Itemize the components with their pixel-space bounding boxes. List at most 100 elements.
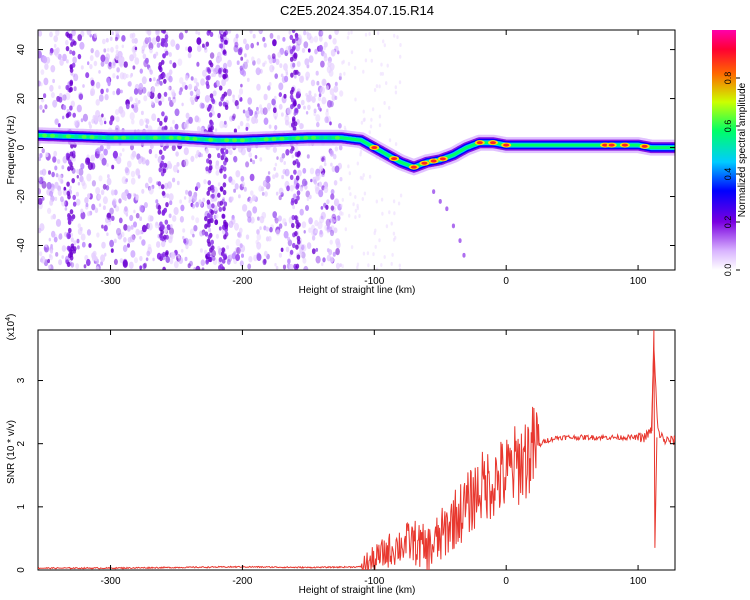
- noise-speckle: [193, 77, 198, 84]
- noise-streak: [222, 73, 226, 79]
- noise-speckle: [314, 93, 317, 98]
- spectrogram-frame: [37, 29, 676, 271]
- noise-speckle: [76, 174, 80, 179]
- noise-speckle: [126, 225, 131, 232]
- noise-speckle: [341, 264, 344, 269]
- noise-speckle: [129, 96, 133, 102]
- noise-speckle: [254, 112, 258, 119]
- noise-speckle: [362, 251, 366, 256]
- noise-speckle: [231, 115, 236, 121]
- noise-speckle: [131, 150, 137, 158]
- ridge-peak: [371, 146, 378, 150]
- noise-speckle: [262, 36, 266, 42]
- noise-speckle: [343, 71, 346, 76]
- x-tick-label: -300: [101, 276, 121, 287]
- noise-speckle: [274, 116, 277, 120]
- noise-speckle: [50, 65, 56, 73]
- noise-speckle: [316, 121, 320, 128]
- noise-speckle: [334, 165, 340, 173]
- noise-speckle: [321, 262, 324, 267]
- noise-speckle: [230, 217, 236, 225]
- noise-speckle: [111, 215, 115, 221]
- noise-streak: [206, 190, 210, 196]
- noise-speckle: [231, 179, 236, 185]
- noise-speckle: [147, 36, 152, 43]
- noise-speckle: [212, 90, 217, 97]
- noise-streak: [223, 160, 227, 166]
- noise-speckle: [38, 50, 42, 59]
- noise-speckle: [113, 258, 118, 265]
- noise-speckle: [341, 60, 344, 65]
- noise-speckle: [378, 84, 381, 89]
- noise-speckle: [140, 110, 144, 116]
- noise-speckle: [99, 119, 104, 126]
- noise-speckle: [307, 104, 311, 111]
- noise-speckle: [122, 148, 125, 152]
- noise-speckle: [51, 230, 56, 238]
- noise-speckle: [130, 224, 134, 230]
- noise-streak: [164, 219, 169, 225]
- noise-speckle: [274, 125, 278, 130]
- noise-speckle: [169, 233, 174, 240]
- noise-speckle: [288, 30, 292, 35]
- noise-speckle: [299, 186, 304, 192]
- noise-speckle: [350, 30, 353, 35]
- noise-speckle: [215, 170, 220, 176]
- noise-speckle: [377, 31, 380, 36]
- noise-streak: [163, 78, 167, 84]
- noise-speckle: [147, 243, 152, 250]
- noise-streak: [217, 152, 221, 159]
- noise-speckle: [248, 152, 252, 158]
- noise-speckle: [214, 219, 219, 226]
- noise-speckle: [45, 152, 49, 158]
- noise-streak: [165, 202, 169, 208]
- noise-speckle: [314, 48, 318, 55]
- noise-speckle: [172, 62, 177, 69]
- noise-speckle: [93, 115, 99, 122]
- spectrogram-y-axis-label: Frequency (Hz): [6, 116, 17, 185]
- noise-streak: [295, 244, 299, 250]
- noise-speckle: [249, 158, 253, 163]
- noise-speckle: [192, 194, 197, 202]
- ridge-blob: [81, 134, 87, 139]
- noise-speckle: [73, 73, 79, 82]
- noise-speckle: [242, 64, 246, 69]
- noise-streak: [219, 200, 224, 206]
- ridge-blob: [200, 137, 206, 142]
- noise-speckle: [86, 258, 91, 267]
- snr-spike: [651, 330, 658, 548]
- noise-streak: [157, 209, 162, 215]
- noise-speckle: [80, 208, 84, 214]
- noise-speckle: [317, 221, 323, 230]
- noise-speckle: [172, 119, 175, 125]
- x-tick-label: 0: [503, 576, 509, 587]
- noise-speckle: [283, 63, 288, 71]
- noise-speckle: [259, 215, 265, 224]
- noise-speckle: [237, 94, 241, 99]
- noise-speckle: [347, 61, 351, 66]
- noise-speckle: [118, 56, 123, 64]
- noise-speckle: [168, 52, 172, 57]
- noise-speckle: [195, 82, 200, 87]
- noise-speckle: [227, 30, 232, 34]
- noise-speckle: [145, 257, 149, 262]
- noise-speckle: [141, 76, 147, 85]
- noise-streak: [222, 206, 226, 212]
- noise-speckle: [350, 245, 354, 250]
- noise-streak: [66, 245, 71, 251]
- noise-streak: [294, 199, 298, 205]
- noise-speckle: [49, 254, 53, 261]
- noise-streak: [220, 96, 224, 102]
- noise-speckle: [136, 153, 141, 160]
- noise-speckle: [58, 85, 61, 90]
- noise-speckle: [257, 110, 260, 115]
- noise-speckle: [102, 196, 108, 205]
- noise-speckle: [242, 109, 246, 114]
- noise-speckle: [151, 37, 157, 45]
- noise-speckle: [141, 239, 146, 246]
- noise-speckle: [111, 164, 115, 170]
- noise-speckle: [125, 73, 129, 79]
- noise-speckle: [176, 180, 180, 186]
- noise-speckle: [245, 126, 249, 131]
- noise-speckle: [253, 254, 258, 262]
